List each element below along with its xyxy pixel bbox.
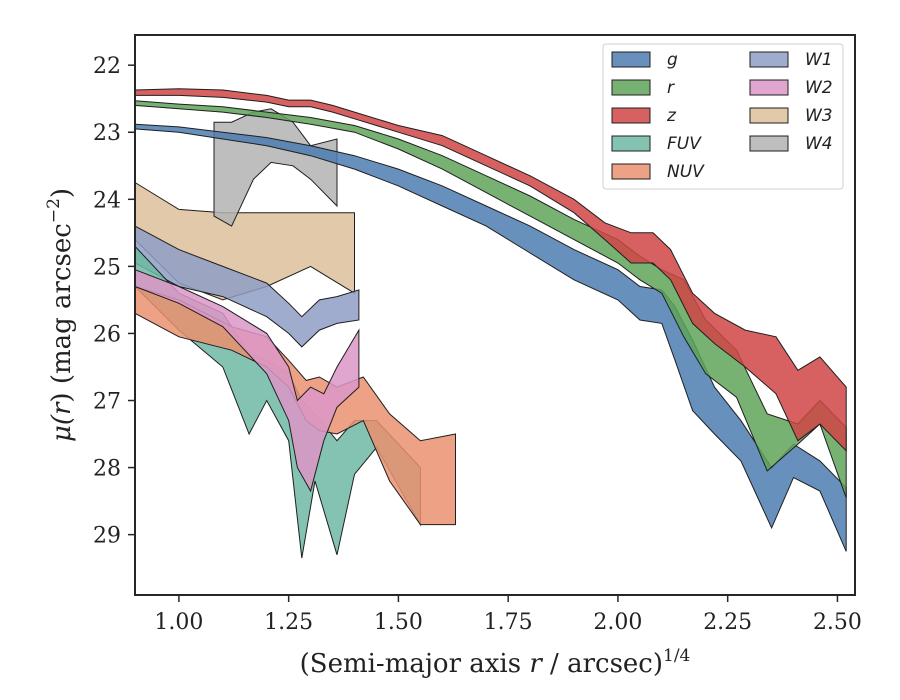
legend-label-g: g [667,50,678,70]
legend-label-w3: W3 [805,106,833,126]
legend-swatch-fuv [612,136,650,151]
legend-label-r: r [667,78,675,98]
legend-label-fuv: FUV [667,134,702,154]
y-axis: 22 23 24 25 26 27 28 29 [93,54,135,548]
legend-label-z: z [666,106,677,126]
y-tick-label: 25 [93,255,121,280]
x-tick-label: 1.25 [264,610,313,635]
legend-swatch-w4 [750,136,788,151]
y-tick-label: 23 [93,121,121,146]
y-tick-label: 22 [93,54,121,79]
legend-swatch-w3 [750,108,788,123]
x-tick-label: 2.25 [703,610,752,635]
legend-label-w1: W1 [805,50,833,70]
y-axis-label: μ(r) (mag arcsec−2) [44,188,77,442]
y-tick-label: 29 [93,524,121,549]
legend-swatch-nuv [612,164,650,179]
legend-swatch-z [612,108,650,123]
band-w4 [214,109,337,226]
y-tick-label: 26 [93,322,121,347]
y-tick-label: 27 [93,390,121,415]
x-tick-label: 2.50 [813,610,862,635]
legend-label-w4: W4 [805,134,833,154]
legend-label-w2: W2 [805,78,833,98]
legend-swatch-g [612,52,650,67]
legend-label-nuv: NUV [667,162,705,182]
chart: 1.00 1.25 1.50 1.75 2.00 2.25 2.50 22232425262… [0,0,900,700]
x-tick-label: 1.75 [484,610,533,635]
x-axis-label: (Semi-major axis r / arcsec)1/4 [300,646,691,679]
legend-swatch-r [612,80,650,95]
legend-swatch-w2 [750,80,788,95]
x-tick-label: 2.00 [593,610,642,635]
x-tick-label: 1.00 [154,610,203,635]
y-tick-label: 28 [93,457,121,482]
legend-swatch-w1 [750,52,788,67]
x-axis: 1.00 1.25 1.50 1.75 2.00 2.25 2.50 [154,595,862,635]
x-tick-label: 1.50 [374,610,423,635]
y-tick-label: 24 [93,188,121,213]
legend: grz FUV NUV W1 W2 W3 W4 [603,44,843,189]
